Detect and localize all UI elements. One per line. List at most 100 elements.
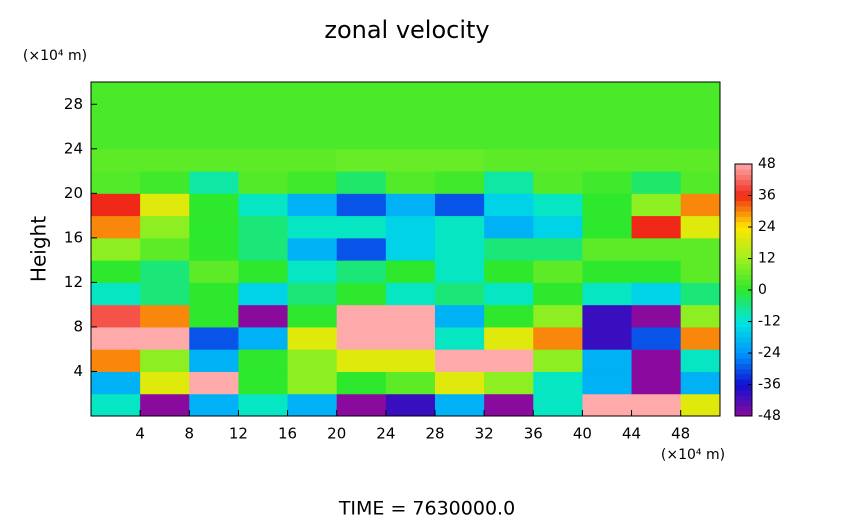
heatmap-cell [582,326,633,350]
heatmap-cell [336,393,387,416]
heatmap-cell [631,260,682,283]
colorbar-segment [735,237,752,244]
heatmap-cell [287,215,338,239]
heatmap-cell [385,104,436,128]
heatmap-cell [680,349,720,372]
heatmap-cell [631,393,682,416]
colorbar-segment [735,263,752,270]
heatmap-cell [189,82,239,105]
colorbar-segment [735,232,752,238]
colorbar-segment [735,221,752,228]
heatmap-cell [91,215,141,239]
heatmap-cell [91,282,141,306]
heatmap-cell [533,326,583,350]
colorbar-segment [735,316,752,322]
heatmap-cell [336,326,387,350]
heatmap-cell [533,393,583,416]
heatmap-cell [385,237,436,261]
x-tick-label: 40 [573,425,592,443]
colorbar-segment [735,242,752,249]
heatmap-cell [434,148,485,172]
heatmap-cell [434,193,485,217]
x-tick-label: 20 [327,425,346,443]
heatmap-cell [287,326,338,350]
heatmap-cell [336,215,387,239]
heatmap-cell [484,393,534,416]
heatmap-cell [91,371,141,395]
heatmap-cell [434,282,485,306]
heatmap-cell [533,237,583,261]
heatmap-cell [631,304,682,328]
heatmap-cell [484,82,534,105]
colorbar-segment [735,258,752,265]
colorbar-segment [735,405,752,412]
heatmap-cell [533,282,583,306]
heatmap-cell [582,215,633,239]
heatmap-cell [533,304,583,328]
heatmap-cell [140,215,190,239]
heatmap-cell [287,371,338,395]
heatmap-cell [582,193,633,217]
heatmap-cell [582,126,633,150]
y-tick-label: 12 [64,273,83,291]
heatmap-cell [582,148,633,172]
x-tick-label: 8 [185,425,195,443]
heatmap-cell [336,282,387,306]
heatmap-cell [287,126,338,150]
x-unit-label: (×10⁴ m) [661,447,725,463]
colorbar-tick-label: 36 [758,188,776,204]
x-tick-label: 4 [135,425,145,443]
footer-text: TIME = 7630000.0 [338,498,515,520]
heatmap-cell [140,171,190,194]
heatmap-cell [238,260,289,283]
colorbar-segment [735,395,752,401]
heatmap-cell [631,126,682,150]
heatmap-cell [434,82,485,105]
heatmap-cell [336,237,387,261]
heatmap-cell [189,282,239,306]
heatmap-cell [533,104,583,128]
heatmap-cell [385,82,436,105]
heatmap-cell [434,304,485,328]
x-tick-label: 24 [376,425,395,443]
heatmap-cell [140,371,190,395]
colorbar-segment [735,353,752,359]
heatmap-cell [238,215,289,239]
heatmap-cell [631,349,682,372]
heatmap-cell [434,215,485,239]
heatmap-cell [631,82,682,105]
heatmap-cell [533,260,583,283]
y-unit-label: (×10⁴ m) [23,48,87,64]
heatmap-cell [91,171,141,194]
colorbar-segment [735,248,752,254]
heatmap-cell [91,393,141,416]
colorbar-segment [735,284,752,291]
heatmap-cell [238,349,289,372]
y-tick-label: 16 [64,228,83,246]
colorbar-tick-label: -36 [758,377,781,393]
colorbar-segment [735,300,752,307]
heatmap-cell [680,193,720,217]
heatmap-cell [336,126,387,150]
heatmap-cell [238,282,289,306]
heatmap-cell [533,171,583,194]
colorbar-segment [735,342,752,349]
heatmap-cell [287,193,338,217]
heatmap-cell [238,304,289,328]
heatmap-cell [385,282,436,306]
colorbar-tick-label: 12 [758,251,776,267]
colorbar-segment [735,311,752,317]
heatmap-cell [680,393,720,416]
heatmap-cell [680,215,720,239]
colorbar-tick-label: 48 [758,156,776,172]
heatmap-cell [287,104,338,128]
heatmap-cell [533,349,583,372]
heatmap-cell [189,215,239,239]
heatmap-cell [484,126,534,150]
heatmap-cell [484,237,534,261]
heatmap-cell [238,326,289,350]
heatmap-cell [631,215,682,239]
heatmap-cell [238,126,289,150]
heatmap-cell [434,260,485,283]
heatmap-cell [434,393,485,416]
